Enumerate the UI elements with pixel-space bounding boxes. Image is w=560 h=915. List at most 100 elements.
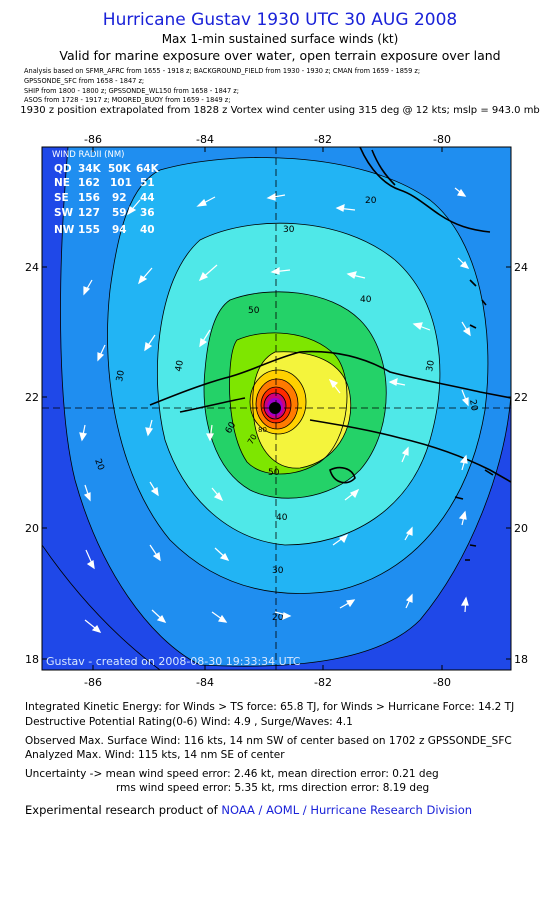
wind-arrow [211,611,228,623]
wind-arrow [85,549,95,570]
lat-label: 24 [514,261,528,274]
analyzed-max-line: Analyzed Max. Wind: 115 kts, 14 nm SE of… [25,749,285,761]
svg-text:NW: NW [54,224,75,236]
contour-label: 20 [365,196,377,206]
wind-arrow [211,487,224,502]
svg-text:44: 44 [140,192,155,204]
wind-arrow [328,378,341,394]
wind-arrow [335,204,356,212]
svg-text:SW: SW [54,207,74,219]
contour-label: 80 [258,426,267,434]
lat-label: 18 [514,653,528,666]
lon-label: -82 [314,676,332,689]
svg-text:92: 92 [112,192,127,204]
wind-arrow [151,609,167,623]
source-line: Analysis based on SFMR_AFRC from 1655 - … [24,67,421,75]
map-title: Hurricane Gustav 1930 UTC 30 AUG 2008 [102,10,458,30]
uncertainty-line: Uncertainty -> mean wind speed error: 2.… [25,768,439,780]
wind-radii-table: WIND RADII (NM) QD 34K 50K 64K NE 162 10… [52,150,160,236]
source-line: SHIP from 1800 - 1800 z; GPSSONDE_WL150 … [24,87,239,95]
svg-text:59: 59 [112,207,127,219]
exposure-note: Valid for marine exposure over water, op… [59,48,501,63]
wind-arrow [149,481,159,497]
wind-arrow [149,544,161,562]
svg-text:64K: 64K [136,163,160,175]
svg-text:QD: QD [54,163,72,175]
wind-arrow [405,593,413,609]
lon-label: -82 [314,133,332,146]
contour-label: 30 [425,359,437,372]
uncertainty-rms-line: rms wind speed error: 5.35 kt, rms direc… [116,782,430,794]
contour-line-sw [42,544,161,670]
lat-label: 18 [25,653,39,666]
map-subtitle: Max 1-min sustained surface winds (kt) [161,32,399,46]
contour-label: 20 [467,399,479,412]
wind-arrow [404,526,413,541]
wind-arrow [457,257,470,269]
wind-map: -86 -84 -82 -80 -86 -84 -82 -80 24 22 20… [25,133,528,689]
wind-arrow [266,192,286,201]
contour-label: 20 [92,458,105,472]
contour-label: 40 [276,513,288,523]
wind-arrow [138,267,153,285]
svg-text:101: 101 [110,177,132,189]
wind-arrow [454,187,467,197]
wind-arrow [83,484,91,502]
wind-radii-title: WIND RADII (NM) [52,150,124,160]
noaa-link[interactable]: NOAA / AOML / Hurricane Research Divisio… [221,803,473,817]
source-line: ASOS from 1728 - 1917 z; MOORED_BUOY fro… [24,96,231,104]
contour-label: 50 [248,306,260,316]
wind-arrow [458,510,467,526]
wind-arrow [412,322,431,331]
lon-label: -84 [196,133,214,146]
wind-arrow [274,611,292,620]
observed-max-line: Observed Max. Surface Wind: 116 kts, 14 … [25,735,512,747]
wind-arrow [214,547,230,561]
svg-text:155: 155 [78,224,100,236]
wind-arrow [270,266,291,275]
svg-text:51: 51 [140,177,155,189]
source-line: GPSSONDE_SFC from 1658 - 1847 z; [24,77,145,85]
product-line: Experimental research product of NOAA / … [25,803,472,817]
axis-ticks [42,147,511,670]
svg-text:40: 40 [140,224,155,236]
wind-arrow [198,264,218,282]
contour-label: 40 [174,359,186,372]
lon-label: -80 [433,133,451,146]
lon-label: -86 [84,133,102,146]
wind-arrow [460,596,469,613]
wind-arrow [79,424,88,442]
contour-label: 30 [115,369,127,382]
wind-arrow [97,344,106,362]
wind-arrow [388,378,406,386]
svg-text:127: 127 [78,207,100,219]
wind-arrow [461,321,471,337]
svg-text:34K: 34K [78,163,102,175]
lat-label: 20 [25,522,39,535]
wind-arrow [127,199,141,216]
lon-label: -86 [84,676,102,689]
wind-arrow [83,279,93,296]
wind-arrow [401,446,409,463]
svg-text:NE: NE [54,177,70,189]
wind-arrow [199,329,211,348]
svg-text:156: 156 [78,192,100,204]
contour-label: 70 [246,433,259,446]
wind-arrow [346,271,366,279]
product-prefix: Experimental research product of [25,803,222,817]
svg-text:50K: 50K [108,163,132,175]
wind-vectors [79,187,471,633]
svg-text:36: 36 [140,207,155,219]
map-frame [41,146,512,671]
extrapolation-note: 1930 z position extrapolated from 1828 z… [20,105,540,116]
svg-text:94: 94 [112,224,127,236]
wind-arrow [339,599,356,609]
contour-label: 30 [283,225,295,235]
dpr-line: Destructive Potential Rating(0-6) Wind: … [25,716,353,728]
wind-arrow [344,488,360,501]
contour-label: 20 [272,613,284,623]
lon-label: -80 [433,676,451,689]
lat-label: 20 [514,522,528,535]
wind-arrow [145,419,154,437]
contour-label: 30 [272,566,284,576]
